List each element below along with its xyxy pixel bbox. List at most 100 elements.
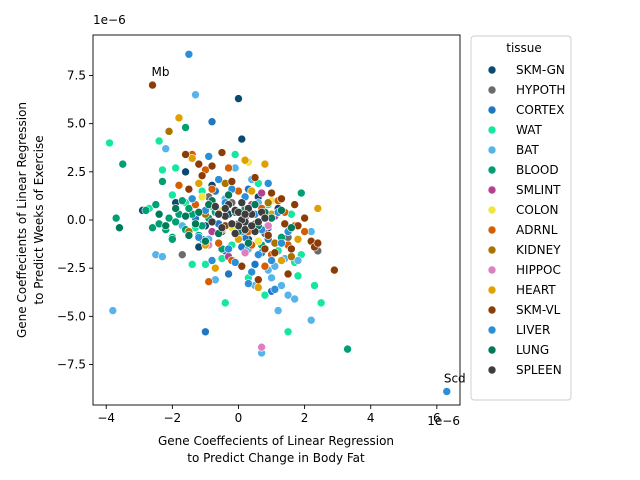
point-blood [168, 234, 177, 244]
point-skm-vl [254, 275, 263, 285]
point-blood [151, 200, 161, 209]
x-axis: −4 −2 0 2 4 6 [97, 405, 441, 425]
point-hippoc [263, 221, 273, 231]
point-adrnl [204, 277, 214, 286]
point-wat [316, 298, 326, 308]
legend-label: HEART [516, 283, 556, 297]
y-tick-label: 7.5 [67, 68, 86, 82]
y-tick-label: −2.5 [57, 261, 86, 275]
legend-marker [487, 65, 497, 75]
legend-marker [487, 245, 497, 255]
x-tick-label: 0 [235, 411, 243, 425]
point-bat [290, 294, 299, 304]
point-hippoc [240, 248, 250, 258]
point-liver [270, 285, 280, 294]
point-liver [263, 179, 273, 188]
point-lung [184, 231, 194, 240]
point-blood [141, 206, 151, 215]
point-liver [187, 194, 197, 204]
point-spleen [227, 219, 237, 229]
point-lung [194, 207, 204, 217]
x-axis-label-line2: to Predict Change in Body Fat [187, 451, 365, 465]
y-tick-label: 0.0 [67, 213, 86, 227]
x-axis-label-line1: Gene Coeffecients of Linear Regression [158, 434, 394, 448]
point-heart [277, 256, 286, 265]
point-skm-gn [181, 167, 190, 177]
point-blood [171, 217, 180, 227]
legend-marker [487, 285, 497, 295]
point-colon [254, 236, 263, 246]
point-bat [191, 90, 200, 100]
y-tick-label: 2.5 [67, 165, 86, 179]
point-adrnl [300, 227, 309, 236]
y-tick-label: 5.0 [67, 117, 86, 131]
legend-marker [487, 205, 497, 215]
point-lung [287, 223, 296, 233]
y-axis-label-line1: Gene Coeffecients of Linear Regression [15, 102, 29, 338]
point-skm-vl [250, 173, 260, 182]
point-skm-vl [287, 244, 296, 254]
point-bat [277, 281, 286, 290]
legend-marker [487, 225, 497, 235]
legend-label: LIVER [516, 323, 550, 337]
point-spleen [240, 209, 250, 219]
point-kidney [263, 198, 273, 207]
point-wat [293, 271, 303, 281]
x-tick-label: −4 [97, 411, 115, 425]
point-lung [191, 219, 200, 229]
point-liver [277, 238, 286, 248]
point-skm-vl [194, 159, 204, 169]
legend: tissue SKM-GN HYPOTH CORTEX WAT BAT BLOOD SMLI… [470, 35, 572, 401]
point-blood [118, 159, 128, 169]
point-bat [283, 290, 293, 300]
legend-label: WAT [516, 123, 542, 137]
point-cortex [201, 327, 210, 337]
point-blood [296, 188, 306, 198]
point-spleen [214, 209, 223, 219]
legend-marker [487, 345, 497, 355]
point-spleen [217, 223, 227, 233]
legend-marker [487, 165, 497, 175]
point-blood [158, 177, 167, 186]
point-liver [204, 152, 214, 161]
point-skm-vl [227, 177, 237, 186]
point-spleen [230, 229, 240, 238]
point-liver [442, 387, 452, 396]
point-bat [273, 306, 283, 315]
point-spleen [211, 202, 220, 211]
point-lung [250, 200, 260, 209]
point-wat [260, 290, 270, 300]
annotation-label: Scd [444, 372, 466, 386]
legend-title: tissue [506, 41, 542, 55]
point-skm-vl [313, 238, 323, 248]
point-adrnl [207, 184, 217, 194]
scatter-markers [105, 49, 452, 396]
legend-marker [487, 185, 497, 195]
point-wat [310, 281, 319, 290]
legend-marker [487, 145, 497, 155]
point-cortex [207, 117, 217, 127]
point-skm-vl [148, 80, 157, 90]
point-bat [293, 256, 303, 265]
point-heart [247, 186, 257, 196]
x-tick-label: 2 [301, 411, 309, 425]
point-blood [177, 196, 187, 206]
point-smlint [257, 188, 266, 198]
point-wat [187, 260, 197, 269]
point-heart [194, 179, 204, 188]
legend-label: SPLEEN [516, 363, 562, 377]
point-liver [254, 250, 263, 259]
point-spleen [254, 217, 263, 227]
legend-label: SKM-GN [516, 63, 565, 77]
point-spleen [220, 204, 230, 213]
point-lung [224, 190, 233, 200]
point-wat [105, 138, 114, 148]
point-lung [171, 204, 180, 213]
legend-marker [487, 325, 497, 335]
point-lung [115, 223, 124, 233]
y-axis-label-line2: to Predict Weeks of Exercise [32, 135, 46, 304]
point-cortex [224, 269, 233, 279]
point-bat [158, 252, 167, 261]
point-skm-gn [234, 94, 243, 103]
